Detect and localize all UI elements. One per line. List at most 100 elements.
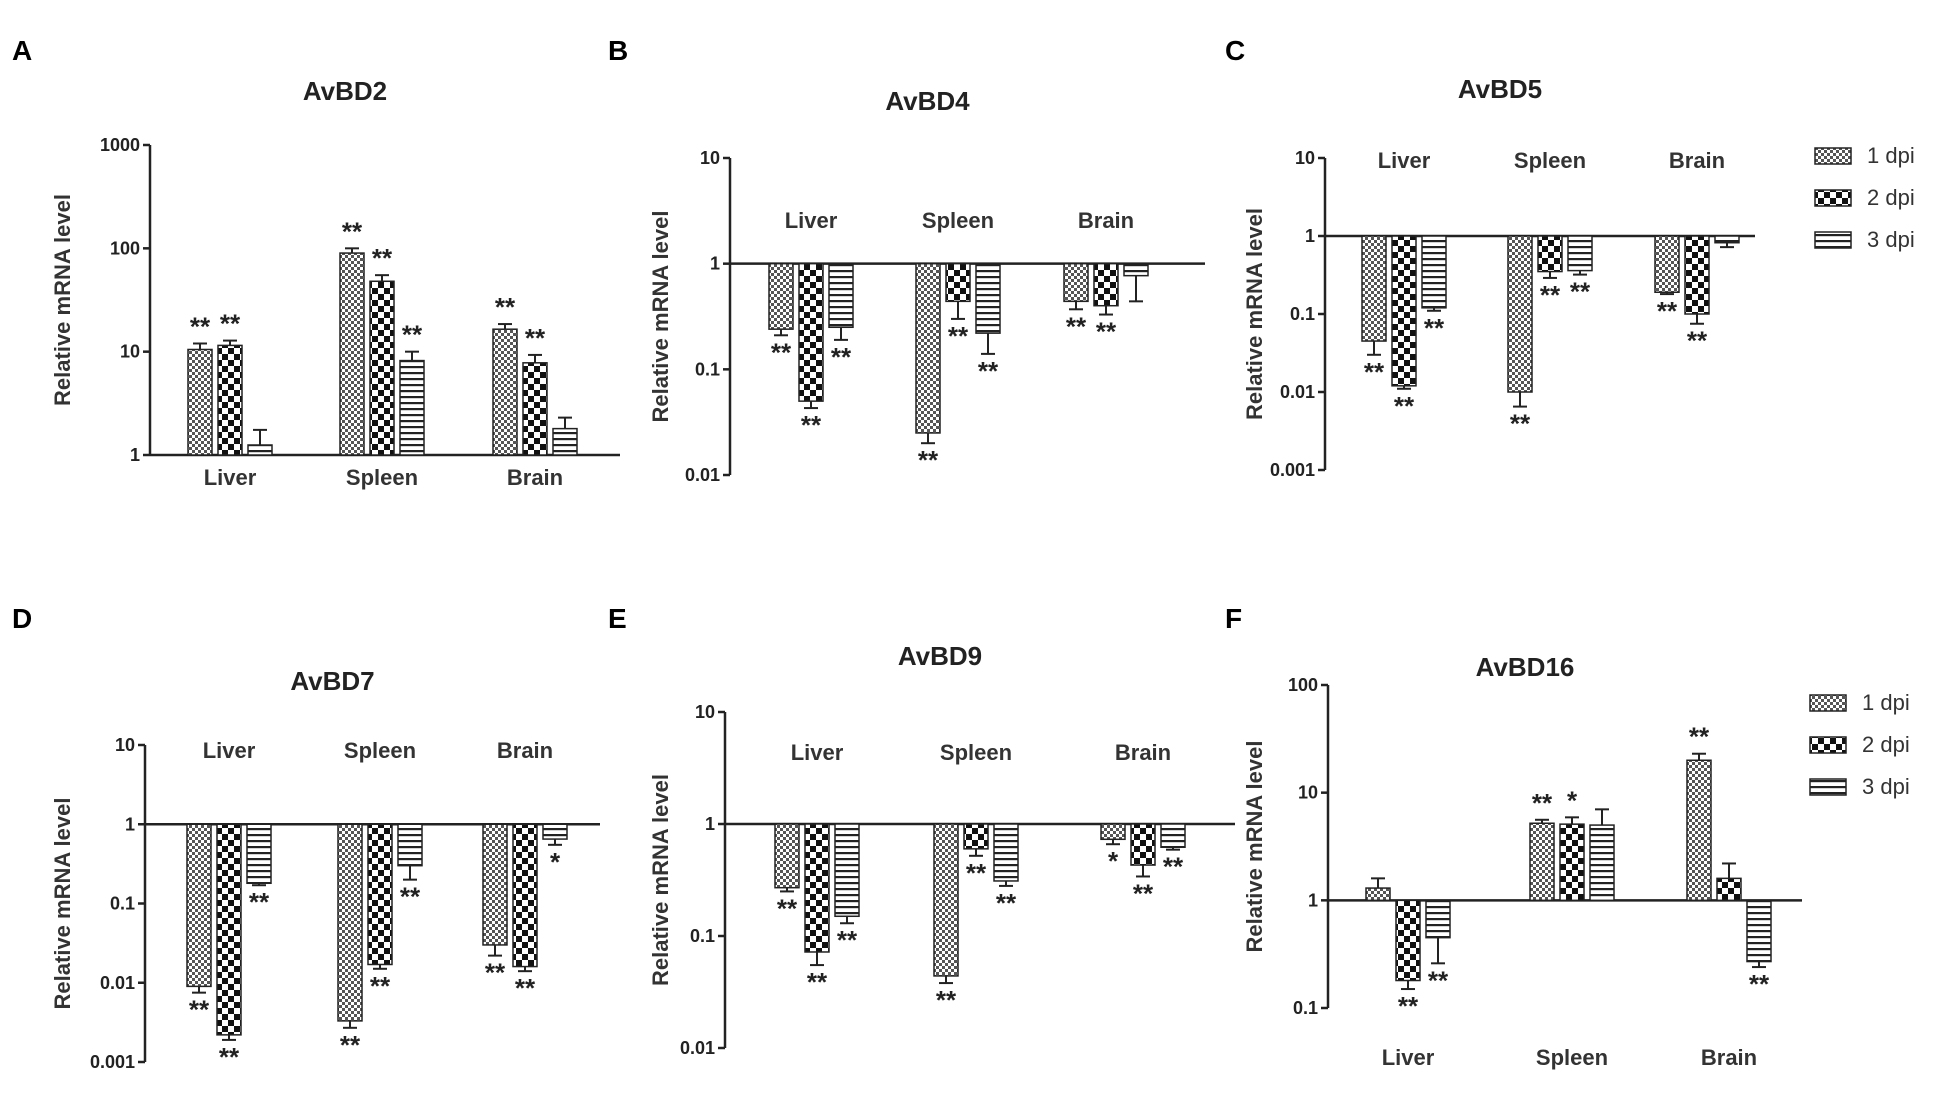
significance-marker: ** <box>1749 969 1770 999</box>
bar-3-dpi-spleen <box>975 262 1001 334</box>
category-label: Liver <box>791 740 844 765</box>
bar-1-dpi-spleen <box>339 252 365 456</box>
category-label: Brain <box>1701 1045 1757 1070</box>
legend-swatch <box>1814 189 1852 207</box>
bar-1-dpi-brain <box>1100 823 1126 841</box>
bar-2-dpi-spleen <box>367 823 393 966</box>
y-tick-label: 1 <box>130 445 140 465</box>
y-tick-label: 0.01 <box>680 1038 715 1058</box>
significance-marker: ** <box>918 445 939 475</box>
panel-title: AvBD4 <box>885 86 970 116</box>
y-tick-label: 0.1 <box>690 926 715 946</box>
significance-marker: ** <box>837 925 858 955</box>
bar-3-dpi-liver <box>1421 235 1447 309</box>
y-tick-label: 0.001 <box>1270 460 1315 480</box>
panel-d: D AvBD7 Relative mRNA level 0.001 0.01 0.1 1 10… <box>12 603 600 1072</box>
bar-1-dpi-brain <box>1654 235 1680 294</box>
bar-3-dpi-brain <box>1123 262 1149 277</box>
significance-marker: ** <box>807 967 828 997</box>
bar-2-dpi-liver <box>1391 235 1417 387</box>
bar-1-dpi-spleen <box>915 262 941 434</box>
significance-marker: ** <box>1398 991 1419 1021</box>
significance-marker: ** <box>372 243 393 273</box>
significance-marker: ** <box>340 1030 361 1060</box>
bar-3-dpi-liver <box>246 823 272 885</box>
bar-2-dpi-spleen <box>1537 235 1563 273</box>
y-tick-label: 0.1 <box>1293 998 1318 1018</box>
y-tick-label: 1 <box>1305 226 1315 246</box>
bar-1-dpi-liver <box>187 348 213 456</box>
category-label: Liver <box>785 208 838 233</box>
category-label: Liver <box>204 465 257 490</box>
legend-label: 2 dpi <box>1867 185 1915 210</box>
y-tick-label: 0.01 <box>100 973 135 993</box>
significance-marker: ** <box>996 888 1017 918</box>
bar-2-dpi-brain <box>512 823 538 968</box>
category-label: Brain <box>497 738 553 763</box>
significance-marker: ** <box>948 321 969 351</box>
y-tick-label: 0.1 <box>110 894 135 914</box>
y-axis-label: Relative mRNA level <box>648 774 673 986</box>
bar-1-dpi-brain <box>1686 759 1712 902</box>
y-tick-label: 1000 <box>100 135 140 155</box>
significance-marker: ** <box>1689 722 1710 752</box>
significance-marker: ** <box>1394 391 1415 421</box>
bar-1-dpi-brain <box>492 328 518 456</box>
legend-label: 3 dpi <box>1867 227 1915 252</box>
panel-title: AvBD9 <box>898 641 982 671</box>
y-tick-label: 100 <box>1288 675 1318 695</box>
legend: 1 dpi 2 dpi 3 dpi <box>1809 690 1910 799</box>
panel-letter: C <box>1225 35 1245 66</box>
panel-title: AvBD16 <box>1476 652 1575 682</box>
bar-3-dpi-brain <box>542 823 568 840</box>
significance-marker: ** <box>1066 311 1087 341</box>
y-tick-label: 1 <box>705 814 715 834</box>
significance-marker: ** <box>1096 317 1117 347</box>
significance-marker: ** <box>936 985 957 1015</box>
y-axis-label: Relative mRNA level <box>1242 741 1267 953</box>
significance-marker: ** <box>1510 409 1531 439</box>
panel-e: E AvBD9 Relative mRNA level 0.01 0.1 1 10 Liver… <box>608 603 1235 1058</box>
significance-marker: * <box>1567 785 1578 815</box>
significance-marker: ** <box>342 216 363 246</box>
significance-marker: ** <box>777 893 798 923</box>
bar-2-dpi-liver <box>1395 899 1421 982</box>
significance-marker: ** <box>220 309 241 339</box>
y-tick-label: 0.01 <box>1280 382 1315 402</box>
y-tick-label: 10 <box>700 148 720 168</box>
panel-title: AvBD7 <box>290 666 374 696</box>
y-tick-label: 100 <box>110 238 140 258</box>
significance-marker: ** <box>1532 788 1553 818</box>
legend-label: 3 dpi <box>1862 774 1910 799</box>
bar-2-dpi-brain <box>1093 262 1119 307</box>
significance-marker: ** <box>1570 277 1591 307</box>
significance-marker: ** <box>189 995 210 1025</box>
significance-marker: ** <box>515 973 536 1003</box>
y-tick-label: 1 <box>710 254 720 274</box>
bar-2-dpi-spleen <box>963 823 989 850</box>
significance-marker: ** <box>495 292 516 322</box>
significance-marker: ** <box>400 882 421 912</box>
bar-3-dpi-liver <box>247 444 273 456</box>
bar-2-dpi-brain <box>1716 877 1742 902</box>
panel-c: C AvBD5 Relative mRNA level 0.001 0.01 0.1 1 10… <box>1225 35 1915 480</box>
bar-2-dpi-spleen <box>945 262 971 303</box>
category-label: Liver <box>1382 1045 1435 1070</box>
y-tick-label: 0.1 <box>1290 304 1315 324</box>
bar-1-dpi-spleen <box>933 823 959 977</box>
bar-2-dpi-brain <box>1130 823 1156 866</box>
y-tick-label: 1 <box>1308 890 1318 910</box>
panel-letter: F <box>1225 603 1242 634</box>
category-label: Brain <box>507 465 563 490</box>
y-tick-label: 0.01 <box>685 465 720 485</box>
significance-marker: ** <box>485 958 506 988</box>
y-tick-label: 0.001 <box>90 1052 135 1072</box>
bar-3-dpi-liver <box>828 262 854 329</box>
bar-3-dpi-brain <box>552 427 578 456</box>
bar-3-dpi-spleen <box>1589 824 1615 902</box>
y-tick-label: 10 <box>120 342 140 362</box>
significance-marker: ** <box>1428 965 1449 995</box>
significance-marker: ** <box>966 858 987 888</box>
panel-letter: D <box>12 603 32 634</box>
